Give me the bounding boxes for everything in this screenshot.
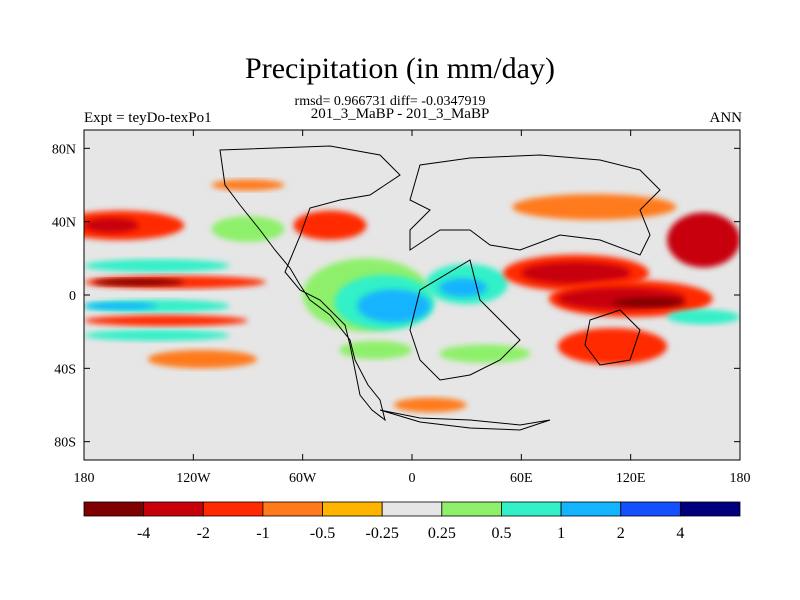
region-pacific-equatorial-dry-n-core xyxy=(93,278,185,286)
colorbar-label: 1 xyxy=(557,525,565,542)
region-north-pacific-band-1 xyxy=(84,247,248,262)
contour-fill-layer xyxy=(84,179,740,413)
colorbar-label: 0.25 xyxy=(428,525,456,542)
y-tick-label: 40N xyxy=(52,216,76,231)
x-tick-label: 60E xyxy=(510,471,533,486)
y-tick-label: 40S xyxy=(54,362,76,377)
x-tick-label: 180 xyxy=(74,471,95,486)
y-tick-label: 0 xyxy=(69,289,76,304)
colorbar-swatch xyxy=(322,501,383,517)
region-atlantic-wet-high xyxy=(357,289,431,323)
x-tick-label: 60W xyxy=(289,471,317,486)
region-south-indian-dry xyxy=(557,328,668,365)
colorbar-swatch xyxy=(143,501,204,517)
region-south-ocean-wet-2 xyxy=(339,340,412,360)
x-tick-label: 120W xyxy=(176,471,211,486)
colorbar-label: -1 xyxy=(256,525,269,542)
colorbar: -4 -2 -1 -0.5 -0.25 0.25 0.5 1 2 4 xyxy=(83,501,741,542)
colorbar-swatch xyxy=(83,501,145,517)
region-arctic-dry xyxy=(211,179,285,191)
colorbar-label: -0.25 xyxy=(366,525,399,542)
region-antarctic-dry xyxy=(393,397,467,413)
region-south-pacific-dry xyxy=(147,350,258,369)
y-tick-label: 80N xyxy=(52,142,76,157)
africa-south-outline xyxy=(409,259,521,381)
x-tick-label: 0 xyxy=(409,471,416,486)
region-south-ocean-wet xyxy=(439,344,531,363)
colorbar-swatch xyxy=(441,501,502,517)
region-asia-dry-core xyxy=(521,262,631,284)
rmsd-diff-stats: rmsd= 0.966731 diff= -0.0347919 xyxy=(294,94,486,109)
colorbar-swatch xyxy=(679,501,741,517)
experiment-label: Expt = teyDo-texPo1 xyxy=(84,110,212,126)
colorbar-label: -2 xyxy=(197,525,210,542)
region-north-pacific-band-2 xyxy=(84,259,230,273)
y-axis: 80N 40N 0 40S 80S xyxy=(52,142,740,451)
region-north-pacific-dry-core xyxy=(84,218,139,233)
chart-subtitle: 201_3_MaBP - 201_3_MaBP xyxy=(310,106,490,122)
region-pacific-equatorial-dry-s xyxy=(84,315,248,327)
eurasia-africa-outline xyxy=(409,154,661,256)
colorbar-swatch xyxy=(262,501,323,517)
continent-outlines xyxy=(219,145,661,431)
chart-title: Precipitation (in mm/day) xyxy=(245,52,555,85)
x-tick-label: 120E xyxy=(616,471,646,486)
region-pacific-equatorial-wet-core xyxy=(84,302,157,310)
region-south-pacific-wet xyxy=(84,329,230,341)
antarctica-outline xyxy=(379,409,551,431)
colorbar-label: -0.5 xyxy=(310,525,335,542)
colorbar-swatch xyxy=(381,501,443,517)
colorbar-label: 4 xyxy=(676,525,684,542)
x-axis: 180 120W 60W 0 60E 120E 180 xyxy=(74,130,751,486)
colorbar-swatch xyxy=(560,501,622,517)
colorbar-label: -4 xyxy=(137,525,150,542)
americas-outline xyxy=(219,145,401,422)
season-label: ANN xyxy=(709,110,743,126)
region-north-atlantic-dry xyxy=(293,210,367,240)
colorbar-label: 2 xyxy=(617,525,625,542)
region-southwest-pacific-wet xyxy=(667,309,740,325)
region-eurasia-dry xyxy=(512,194,677,220)
region-west-pacific-dry xyxy=(667,212,740,268)
y-tick-label: 80S xyxy=(54,436,76,451)
x-tick-label: 180 xyxy=(730,471,751,486)
region-africa-wet-high xyxy=(439,278,487,297)
colorbar-swatch xyxy=(202,501,264,517)
region-north-america-wet xyxy=(211,216,285,242)
region-maritime-dry-max xyxy=(612,297,686,307)
colorbar-label: 0.5 xyxy=(491,525,511,542)
colorbar-swatch xyxy=(501,501,562,517)
colorbar-swatch xyxy=(620,501,681,517)
australia-outline xyxy=(584,309,641,366)
